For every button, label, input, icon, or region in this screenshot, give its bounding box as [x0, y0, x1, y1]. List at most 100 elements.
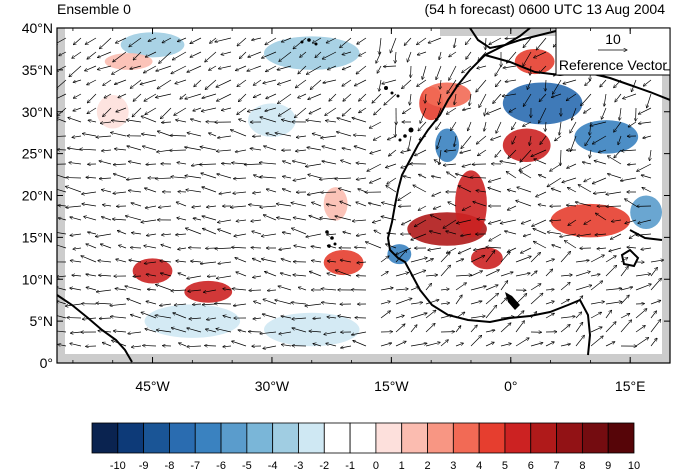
wind-vector	[247, 107, 262, 112]
wind-vector	[488, 219, 502, 224]
missing-data-south	[57, 354, 670, 363]
wind-vector	[559, 121, 562, 135]
wind-vector	[251, 220, 262, 221]
shaded-region	[248, 103, 296, 137]
wind-vector	[454, 37, 457, 48]
wind-vector	[73, 79, 82, 82]
wind-vector	[190, 37, 202, 44]
colorbar-label: 9	[605, 460, 611, 471]
wind-vector	[324, 331, 337, 334]
wind-vector	[319, 178, 337, 179]
wind-vector	[265, 271, 277, 277]
wind-vector	[187, 275, 202, 279]
wind-vector	[142, 146, 157, 151]
wind-vector	[605, 265, 617, 277]
wind-vector	[117, 230, 127, 235]
wind-vector	[488, 188, 502, 193]
wind-vector	[341, 345, 352, 348]
wind-vector	[125, 286, 142, 291]
wind-vector	[401, 149, 412, 153]
wind-vector	[449, 51, 457, 57]
wind-vector	[550, 163, 562, 171]
wind-vector	[410, 258, 427, 263]
wind-vector	[568, 219, 577, 225]
wind-vector	[294, 107, 307, 118]
wind-vector	[390, 37, 397, 53]
wind-vector	[293, 275, 307, 276]
wind-vector	[113, 331, 127, 332]
shaded-region	[514, 48, 555, 75]
wind-vector	[443, 219, 457, 228]
wind-vector	[500, 219, 517, 223]
wind-vector	[192, 304, 202, 305]
wind-vector	[205, 79, 217, 90]
shaded-region	[502, 128, 551, 162]
wind-vector	[217, 174, 232, 179]
wind-vector	[436, 121, 442, 130]
wind-vector	[369, 177, 382, 183]
wind-vector	[185, 93, 202, 99]
wind-vector	[515, 338, 529, 347]
wind-vector	[87, 93, 97, 103]
colorbar-swatch	[323, 422, 351, 454]
wind-vector	[127, 299, 142, 305]
wind-vector	[440, 340, 448, 347]
wind-vector	[520, 247, 532, 253]
wind-vector	[635, 309, 647, 319]
wind-vector	[598, 149, 607, 153]
wind-vector	[401, 219, 412, 225]
wind-vector	[650, 300, 661, 305]
cape-verde-islands	[325, 230, 337, 248]
wind-vector	[354, 79, 367, 86]
colorbar-label: -3	[294, 460, 304, 471]
wind-vector	[114, 79, 127, 84]
wind-vector	[504, 231, 517, 235]
wind-vector	[133, 51, 142, 60]
wind-vector	[466, 51, 472, 59]
wind-vector	[534, 159, 547, 165]
wind-vector	[146, 301, 157, 305]
wind-vector	[159, 304, 172, 306]
wind-vector	[529, 135, 531, 145]
wind-vector	[144, 262, 157, 264]
wind-vector	[560, 149, 561, 165]
wind-vector	[171, 290, 187, 291]
wind-vector	[398, 191, 412, 201]
wind-vector	[425, 93, 426, 103]
wind-vector	[81, 256, 97, 263]
wind-vector	[607, 174, 622, 179]
wind-vector	[359, 51, 367, 56]
wind-vector	[530, 284, 541, 291]
wind-vector	[58, 344, 67, 346]
wind-vector	[275, 133, 292, 137]
wind-vector	[179, 343, 187, 347]
wind-vector	[309, 107, 322, 114]
shaded-region	[120, 32, 185, 58]
wind-vector	[233, 192, 247, 193]
colorbar-label: 10	[628, 460, 640, 471]
wind-vector	[101, 217, 112, 221]
wind-vector	[260, 117, 277, 123]
wind-vector	[223, 346, 232, 347]
wind-vector	[171, 65, 187, 74]
wind-vector	[193, 107, 202, 111]
wind-vector	[320, 218, 337, 221]
south-america-coastline	[57, 294, 133, 363]
shaded-region	[96, 95, 129, 129]
wind-vector	[605, 302, 622, 305]
wind-vector	[495, 149, 502, 157]
wind-vector	[425, 275, 438, 276]
wind-vector	[178, 273, 187, 277]
colorbar-label: 8	[579, 460, 585, 471]
wind-vector	[236, 272, 247, 277]
wind-vector	[637, 163, 652, 171]
wind-vector	[433, 205, 442, 209]
wind-vector	[460, 149, 472, 153]
colorbar-swatch	[246, 422, 274, 454]
wind-vector	[172, 51, 187, 60]
wind-vector	[177, 162, 187, 164]
wind-vector	[146, 274, 157, 276]
wind-vector	[370, 149, 382, 154]
wind-vector	[322, 161, 337, 165]
wind-vector	[476, 135, 487, 144]
